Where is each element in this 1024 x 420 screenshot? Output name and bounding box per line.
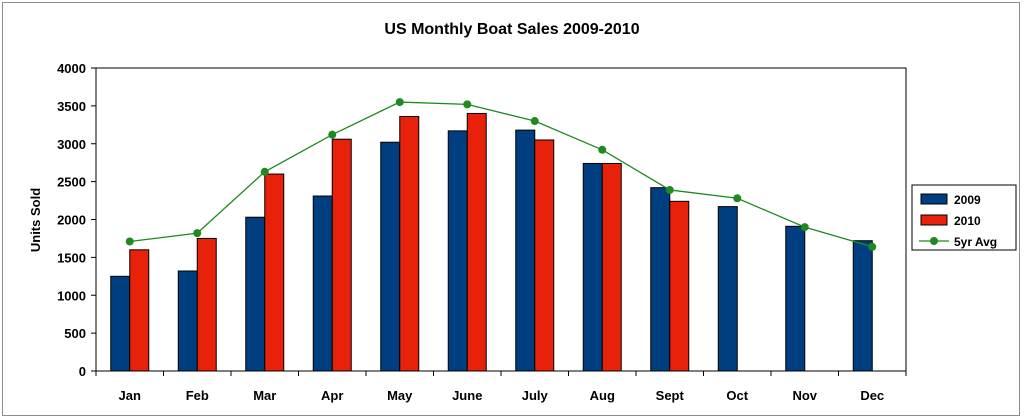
point-5yr Avg-Aug xyxy=(598,145,607,154)
point-5yr Avg-June xyxy=(463,100,472,109)
legend-label: 2010 xyxy=(954,214,981,228)
x-tick-label: Sept xyxy=(656,388,685,403)
y-tick-label: 0 xyxy=(79,364,86,379)
y-tick-label: 3000 xyxy=(57,137,86,152)
bar-2009-Jan xyxy=(110,275,131,372)
bar-2010-May xyxy=(399,115,420,372)
bar-2010-Mar xyxy=(264,173,285,372)
y-tick-label: 2500 xyxy=(57,175,86,190)
y-tick-label: 2000 xyxy=(57,213,86,228)
x-tick-label: Jan xyxy=(119,388,141,403)
x-tick-label: Feb xyxy=(186,388,209,403)
bar-2010-Feb xyxy=(196,237,217,372)
bar-2009-Feb xyxy=(177,270,198,372)
x-tick-label: May xyxy=(387,388,413,403)
legend: 2009 2010 5yr Avg xyxy=(911,184,1017,251)
bar-2009-Nov xyxy=(785,225,806,372)
y-tick-label: 3500 xyxy=(57,99,86,114)
bar-2009-Apr xyxy=(312,195,333,372)
y-axis: 0 500 1000 1500 2000 2500 3000 3500 4000 xyxy=(57,61,96,379)
point-5yr Avg-May xyxy=(395,98,404,107)
plot-area xyxy=(95,67,907,372)
average-line-series xyxy=(125,98,877,251)
y-tick-label: 1000 xyxy=(57,288,86,303)
bar-2009-May xyxy=(380,141,401,372)
y-tick-label: 500 xyxy=(64,326,86,341)
point-5yr Avg-Apr xyxy=(328,130,337,139)
bar-2010-Jan xyxy=(129,249,150,372)
bar-2009-Oct xyxy=(717,206,738,372)
bar-2010-Apr xyxy=(331,138,352,372)
chart-title: US Monthly Boat Sales 2009-2010 xyxy=(384,21,639,38)
legend-swatch-2009 xyxy=(920,193,948,205)
bar-2009-Sept xyxy=(650,187,671,372)
x-tick-label: June xyxy=(452,388,482,403)
bar-2010-June xyxy=(466,112,487,372)
legend-marker-5yr Avg xyxy=(930,237,938,245)
x-tick-label: Aug xyxy=(590,388,615,403)
point-5yr Avg-Dec xyxy=(868,242,877,251)
bar-series xyxy=(110,112,873,372)
x-tick-label: Nov xyxy=(792,388,817,403)
legend-label: 2009 xyxy=(954,193,981,207)
x-tick-label: Oct xyxy=(726,388,748,403)
point-5yr Avg-Nov xyxy=(800,223,809,232)
bar-2010-Aug xyxy=(601,162,622,372)
bar-2009-Mar xyxy=(245,216,266,372)
x-tick-label: Mar xyxy=(253,388,276,403)
point-5yr Avg-Sept xyxy=(665,185,674,194)
x-tick-label: July xyxy=(522,388,549,403)
point-5yr Avg-Feb xyxy=(193,229,202,238)
bar-2009-July xyxy=(515,129,536,372)
y-tick-label: 1500 xyxy=(57,250,86,265)
x-tick-label: Apr xyxy=(321,388,343,403)
line-5yr Avg xyxy=(129,101,873,248)
bar-2010-July xyxy=(534,139,555,372)
x-tick-label: Dec xyxy=(860,388,884,403)
point-5yr Avg-Jan xyxy=(125,237,134,246)
point-5yr Avg-Oct xyxy=(733,194,742,203)
bar-2010-Sept xyxy=(669,200,690,372)
y-axis-label: Units Sold xyxy=(28,188,43,252)
bar-2009-June xyxy=(447,130,468,372)
legend-swatch-2010 xyxy=(920,214,948,226)
x-axis: Jan Feb Mar Apr May June July Aug Sept Oct Nov Dec xyxy=(95,371,907,403)
bar-2009-Aug xyxy=(582,162,603,372)
y-tick-label: 4000 xyxy=(57,61,86,76)
bar-2009-Dec xyxy=(852,240,873,372)
point-5yr Avg-Mar xyxy=(260,167,269,176)
legend-label: 5yr Avg xyxy=(954,235,997,249)
point-5yr Avg-July xyxy=(530,117,539,126)
